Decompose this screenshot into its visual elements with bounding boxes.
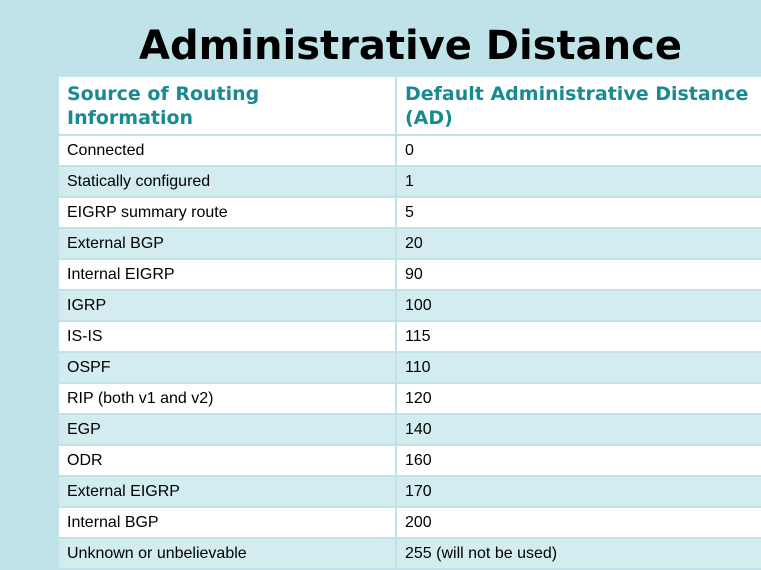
source-cell: Statically configured: [59, 166, 397, 198]
table-header-row: Source of Routing Information Default Ad…: [59, 77, 761, 136]
source-cell: EGP: [59, 414, 397, 446]
ad-value-cell: 120: [396, 383, 761, 415]
source-cell: OSPF: [59, 352, 397, 384]
column-header-source: Source of Routing Information: [59, 77, 397, 136]
ad-value-cell: 160: [396, 445, 761, 477]
table-row: RIP (both v1 and v2) 120: [59, 383, 761, 415]
source-cell: EIGRP summary route: [59, 197, 397, 229]
source-cell: Internal EIGRP: [59, 259, 397, 291]
source-cell: IGRP: [59, 290, 397, 322]
table-row: External BGP 20: [59, 228, 761, 260]
page-title: Administrative Distance: [139, 23, 682, 69]
ad-value-cell: 255 (will not be used): [396, 538, 761, 570]
ad-value-cell: 1: [396, 166, 761, 198]
table-row: Internal EIGRP 90: [59, 259, 761, 291]
table-row: EGP 140: [59, 414, 761, 446]
source-cell: External BGP: [59, 228, 397, 260]
table-row: Unknown or unbelievable 255 (will not be…: [59, 538, 761, 570]
source-cell: IS-IS: [59, 321, 397, 353]
table-row: IGRP 100: [59, 290, 761, 322]
source-cell: Unknown or unbelievable: [59, 538, 397, 570]
ad-value-cell: 20: [396, 228, 761, 260]
source-cell: RIP (both v1 and v2): [59, 383, 397, 415]
ad-value-cell: 0: [396, 135, 761, 167]
ad-value-cell: 170: [396, 476, 761, 508]
source-cell: External EIGRP: [59, 476, 397, 508]
table-row: ODR 160: [59, 445, 761, 477]
source-cell: ODR: [59, 445, 397, 477]
ad-value-cell: 90: [396, 259, 761, 291]
ad-value-cell: 5: [396, 197, 761, 229]
ad-value-cell: 110: [396, 352, 761, 384]
ad-value-cell: 100: [396, 290, 761, 322]
table-row: External EIGRP 170: [59, 476, 761, 508]
administrative-distance-table: Source of Routing Information Default Ad…: [59, 77, 761, 570]
ad-value-cell: 200: [396, 507, 761, 539]
column-header-ad: Default Administrative Distance (AD): [396, 77, 761, 136]
source-cell: Internal BGP: [59, 507, 397, 539]
table-row: OSPF 110: [59, 352, 761, 384]
table-row: Connected 0: [59, 135, 761, 167]
ad-value-cell: 115: [396, 321, 761, 353]
ad-value-cell: 140: [396, 414, 761, 446]
table-row: EIGRP summary route 5: [59, 197, 761, 229]
table-row: IS-IS 115: [59, 321, 761, 353]
table-row: Internal BGP 200: [59, 507, 761, 539]
source-cell: Connected: [59, 135, 397, 167]
table-row: Statically configured 1: [59, 166, 761, 198]
